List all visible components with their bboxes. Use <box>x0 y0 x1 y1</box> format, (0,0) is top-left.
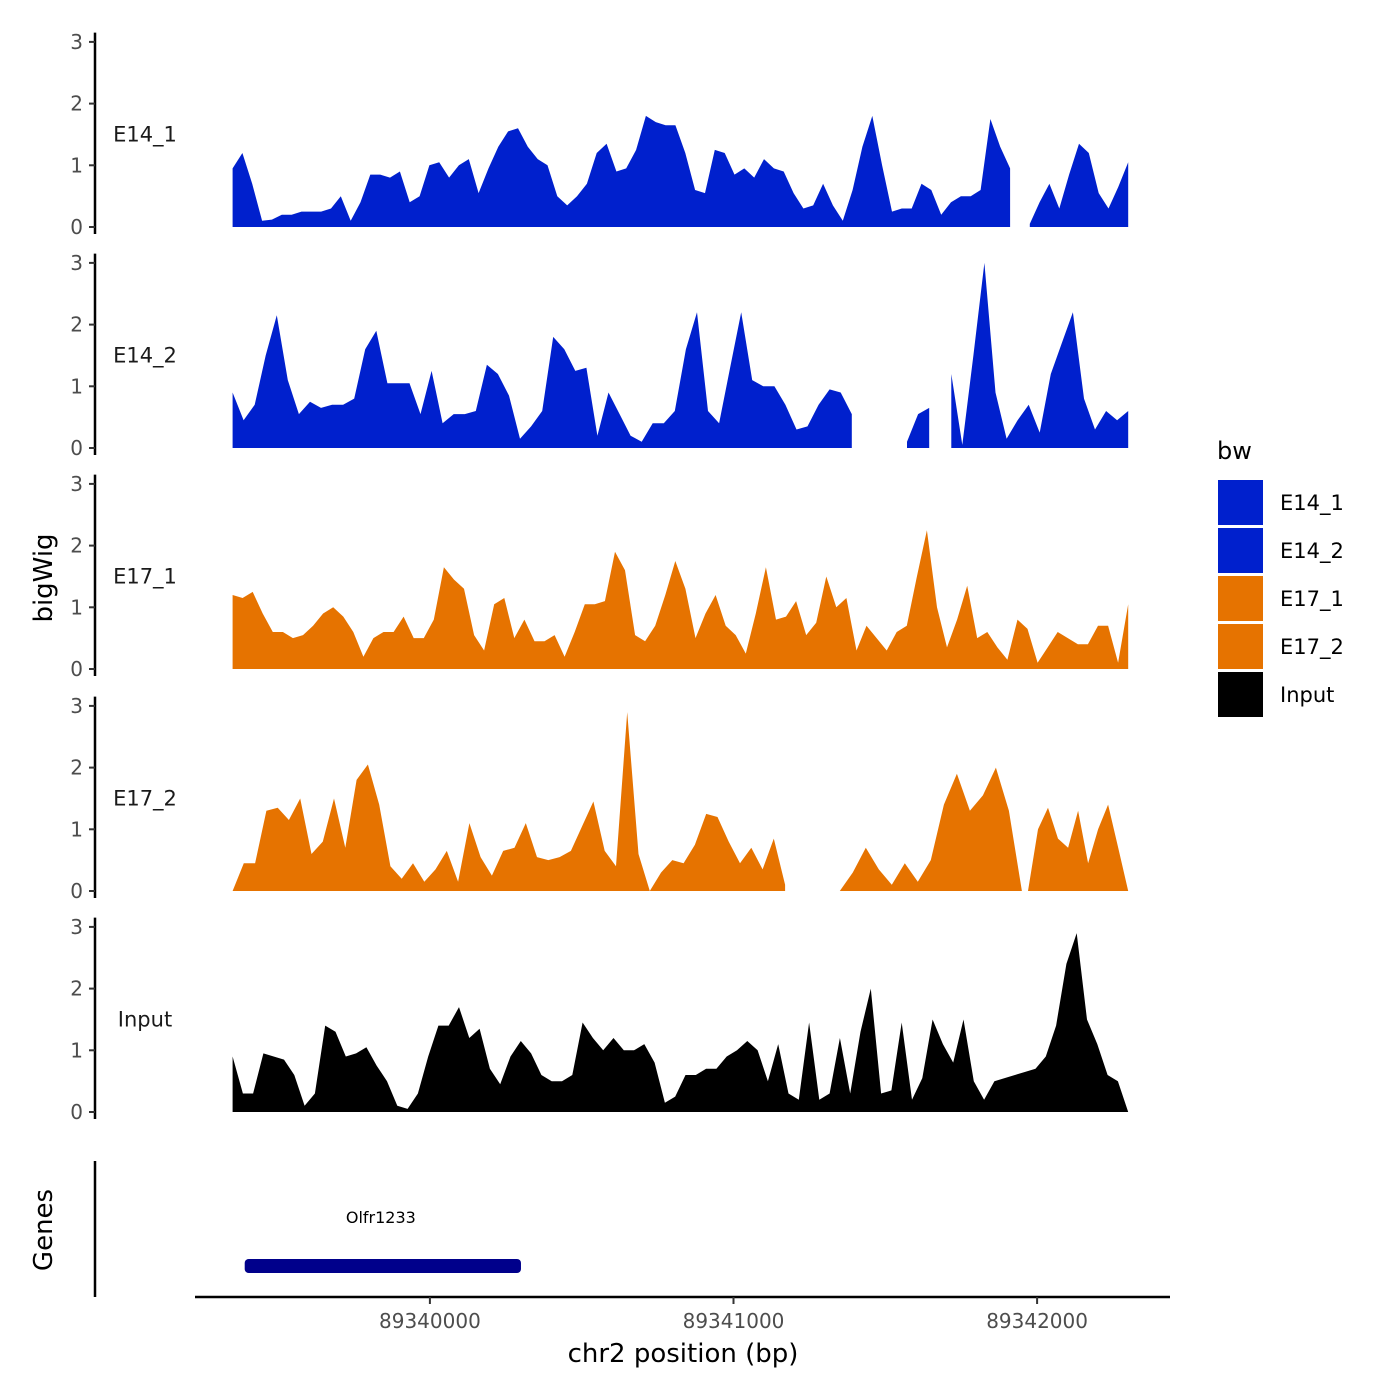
x-tick-label: 89342000 <box>986 1309 1088 1333</box>
legend-swatch <box>1218 672 1263 717</box>
y-tick-label: 2 <box>70 977 83 1001</box>
coverage-area-E17_2 <box>839 767 1022 891</box>
legend-item: E14_1 <box>1218 480 1344 525</box>
y-tick-label: 3 <box>70 694 83 718</box>
gene-label: Olfr1233 <box>346 1208 416 1227</box>
track-label: Input <box>118 1007 172 1031</box>
y-tick-label: 3 <box>70 30 83 54</box>
coverage-area-E17_2 <box>1028 804 1129 891</box>
genes-axis-title: Genes <box>29 1189 59 1271</box>
coverage-area-E17_2 <box>232 712 786 891</box>
legend-item: Input <box>1218 672 1334 717</box>
legend: bw E14_1 E14_2 E17_1 E17_2 Input <box>1217 437 1344 717</box>
legend-swatch <box>1218 576 1263 621</box>
track-E17_2: 0 1 2 3 E17_2 <box>70 694 1129 903</box>
x-axis-title: chr2 position (bp) <box>568 1339 799 1369</box>
legend-label: E14_1 <box>1280 491 1344 516</box>
legend-swatch <box>1218 624 1263 669</box>
y-tick-label: 3 <box>70 472 83 496</box>
y-tick-label: 1 <box>70 153 83 177</box>
legend-swatch <box>1218 480 1263 525</box>
x-axis: 89340000 89341000 89342000 <box>195 1295 1170 1333</box>
x-tick-label: 89340000 <box>379 1309 481 1333</box>
y-tick-label: 2 <box>70 756 83 780</box>
track-label: E17_2 <box>113 786 177 811</box>
y-tick-label: 0 <box>70 879 83 903</box>
y-tick-label: 1 <box>70 817 83 841</box>
coverage-area-E14_2 <box>907 407 930 448</box>
y-tick-label: 1 <box>70 374 83 398</box>
coverage-area-E14_2 <box>951 262 1129 448</box>
y-tick-label: 1 <box>70 1038 83 1062</box>
y-tick-label: 0 <box>70 1100 83 1124</box>
coverage-area-E14_1 <box>232 115 1011 227</box>
track-E14_2: 0 1 2 3 E14_2 <box>70 251 1129 460</box>
track-Input: 0 1 2 3 Input <box>70 915 1129 1124</box>
coverage-area-E14_2 <box>232 312 852 448</box>
y-tick-label: 3 <box>70 915 83 939</box>
gene-bar <box>244 1259 521 1273</box>
y-tick-label: 1 <box>70 595 83 619</box>
track-label: E17_1 <box>113 564 177 589</box>
bigwig-tracks: 0 1 2 3 E14_1 0 1 2 3 E14_2 0 1 2 3 E17_1 0 1 2 3 E17_2 0 1 2 3… <box>70 30 1129 1124</box>
y-axis-title: bigWig <box>29 533 59 622</box>
legend-label: E14_2 <box>1280 539 1344 564</box>
legend-item: E14_2 <box>1218 528 1344 573</box>
y-tick-label: 0 <box>70 436 83 460</box>
track-label: E14_1 <box>113 122 177 147</box>
legend-label: E17_1 <box>1280 587 1344 612</box>
legend-item: E17_1 <box>1218 576 1344 621</box>
genes-track: Olfr1233 <box>93 1161 521 1297</box>
track-E17_1: 0 1 2 3 E17_1 <box>70 472 1129 681</box>
legend-label: Input <box>1280 683 1334 707</box>
track-label: E14_2 <box>113 343 177 368</box>
y-tick-label: 0 <box>70 657 83 681</box>
legend-title: bw <box>1217 437 1252 465</box>
y-tick-label: 2 <box>70 313 83 337</box>
coverage-area-Input <box>232 933 1129 1112</box>
legend-item: E17_2 <box>1218 624 1344 669</box>
x-tick-label: 89341000 <box>683 1309 785 1333</box>
y-tick-label: 0 <box>70 215 83 239</box>
y-tick-label: 2 <box>70 534 83 558</box>
coverage-area-E17_1 <box>232 530 1129 669</box>
legend-label: E17_2 <box>1280 635 1344 660</box>
coverage-area-E14_1 <box>1029 143 1129 227</box>
y-tick-label: 3 <box>70 251 83 275</box>
y-tick-label: 2 <box>70 92 83 116</box>
legend-swatch <box>1218 528 1263 573</box>
track-E14_1: 0 1 2 3 E14_1 <box>70 30 1129 239</box>
